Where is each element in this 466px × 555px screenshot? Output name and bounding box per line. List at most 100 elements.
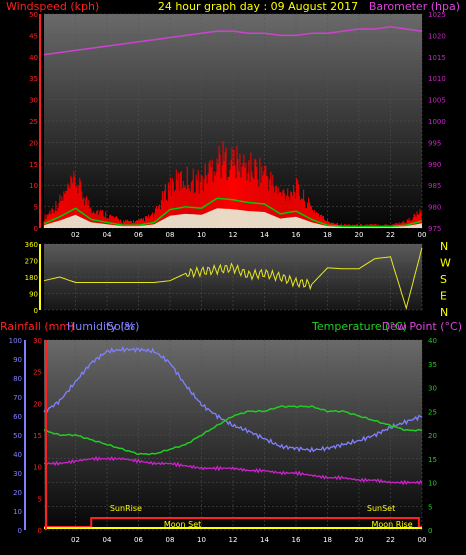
rainfall-tick-label: 10: [33, 464, 42, 472]
temperature-tick-label: 30: [428, 385, 437, 393]
y-tick-label: 45: [29, 32, 38, 40]
moonrise-label: Moon Rise: [371, 520, 412, 529]
rainfall-tick-label: 20: [33, 400, 42, 408]
compass-label: N: [440, 306, 448, 319]
temperature-tick-label: 10: [428, 480, 437, 488]
humidity-tick-label: 10: [13, 508, 22, 516]
sunset-label: SunSet: [367, 504, 395, 513]
climate-panel-plot: SunRise SunSet Moon Set Moon Rise: [43, 345, 423, 529]
humidity-tick-label: 50: [13, 432, 22, 440]
temperature-tick-label: 20: [428, 432, 437, 440]
humidity-legend: Humidity (%): [67, 320, 139, 333]
y2-tick-label: 980: [428, 204, 441, 212]
rainfall-tick-label: 0: [38, 527, 42, 535]
y-tick-label: 0: [34, 225, 38, 233]
y2-tick-label: 985: [428, 182, 441, 190]
x-tick-label: 22: [386, 231, 395, 239]
x-tick-label: 14: [260, 231, 269, 239]
temperature-tick-label: 15: [428, 456, 437, 464]
chart-title: 24 hour graph day : 09 August 2017: [158, 0, 358, 13]
humidity-tick-label: 0: [18, 527, 22, 535]
humidity-tick-label: 40: [13, 451, 22, 459]
compass-label: N: [440, 240, 448, 253]
direction-tick-label: 360: [25, 241, 38, 249]
rainfall-tick-label: 15: [33, 432, 42, 440]
y2-tick-label: 975: [428, 225, 441, 233]
y-tick-label: 50: [29, 11, 38, 19]
humidity-tick-label: 70: [13, 394, 22, 402]
direction-tick-label: 90: [29, 291, 38, 299]
wind-panel-axes: 0510152025303540455097598098599099510001…: [29, 11, 446, 239]
y2-tick-label: 1020: [428, 32, 446, 40]
y2-tick-label: 1005: [428, 97, 446, 105]
humidity-tick-label: 20: [13, 489, 22, 497]
x-tick-label: 16: [292, 536, 301, 544]
temperature-line: [43, 405, 423, 456]
rainfall-legend: Rainfall (mm): [0, 320, 74, 333]
x-tick-label: 06: [134, 231, 143, 239]
direction-tick-label: 180: [25, 274, 38, 282]
x-tick-label: 10: [197, 536, 206, 544]
wind-direction-line: [43, 247, 423, 311]
humidity-tick-label: 100: [9, 337, 22, 345]
y-tick-label: 40: [29, 54, 38, 62]
y-tick-label: 25: [29, 118, 38, 126]
x-tick-label: 02: [71, 536, 80, 544]
x-tick-label: 02: [71, 231, 80, 239]
humidity-tick-label: 90: [13, 356, 22, 364]
x-tick-label: 14: [260, 536, 269, 544]
compass-label: E: [440, 290, 447, 303]
x-tick-label: 18: [323, 536, 332, 544]
moonset-label: Moon Set: [164, 520, 201, 529]
humidity-line: [43, 345, 423, 453]
x-tick-label: 16: [292, 231, 301, 239]
temperature-legend: Temperature (°C): [311, 320, 407, 333]
x-tick-label: 10: [197, 231, 206, 239]
x-tick-label: 22: [386, 536, 395, 544]
x-tick-label: 04: [103, 536, 112, 544]
x-tick-label: 06: [134, 536, 143, 544]
x-tick-label: 12: [229, 231, 238, 239]
climate-panel-grid: [44, 339, 423, 531]
y2-tick-label: 1000: [428, 118, 446, 126]
y-tick-label: 20: [29, 139, 38, 147]
temperature-tick-label: 35: [428, 361, 437, 369]
y2-tick-label: 995: [428, 139, 441, 147]
x-tick-label: 00: [418, 536, 427, 544]
temperature-tick-label: 25: [428, 408, 437, 416]
climate-panel-axes: 0510152025303540010203040506070809010005…: [9, 337, 437, 544]
y2-tick-label: 1025: [428, 11, 446, 19]
wind-panel-plot: [43, 26, 423, 228]
compass-label: W: [440, 257, 451, 270]
y2-tick-label: 990: [428, 161, 441, 169]
humidity-tick-label: 30: [13, 470, 22, 478]
y-tick-label: 10: [29, 182, 38, 190]
x-tick-label: 12: [229, 536, 238, 544]
x-tick-label: 18: [323, 231, 332, 239]
y-tick-label: 35: [29, 75, 38, 83]
wind-lull-area: [44, 208, 422, 228]
barometer-line: [43, 26, 423, 56]
x-tick-label: 08: [166, 536, 175, 544]
direction-panel-plot: [43, 247, 423, 311]
temperature-tick-label: 5: [428, 503, 432, 511]
temperature-tick-label: 40: [428, 337, 437, 345]
rainfall-tick-label: 30: [33, 337, 42, 345]
compass-label: S: [440, 273, 447, 286]
direction-tick-label: 270: [25, 258, 38, 266]
x-tick-label: 08: [166, 231, 175, 239]
avg-wind-line: [43, 197, 423, 228]
humidity-tick-label: 60: [13, 413, 22, 421]
dewpoint-line: [43, 455, 423, 486]
x-tick-label: 20: [355, 231, 364, 239]
x-tick-label: 04: [103, 231, 112, 239]
rainfall-tick-label: 25: [33, 369, 42, 377]
solar-legend: Solar: [107, 320, 136, 333]
x-tick-label: 00: [418, 231, 427, 239]
sunrise-label: SunRise: [110, 504, 142, 513]
humidity-tick-label: 80: [13, 375, 22, 383]
y-tick-label: 30: [29, 97, 38, 105]
dewpoint-legend: Dew Point (°C): [382, 320, 462, 333]
